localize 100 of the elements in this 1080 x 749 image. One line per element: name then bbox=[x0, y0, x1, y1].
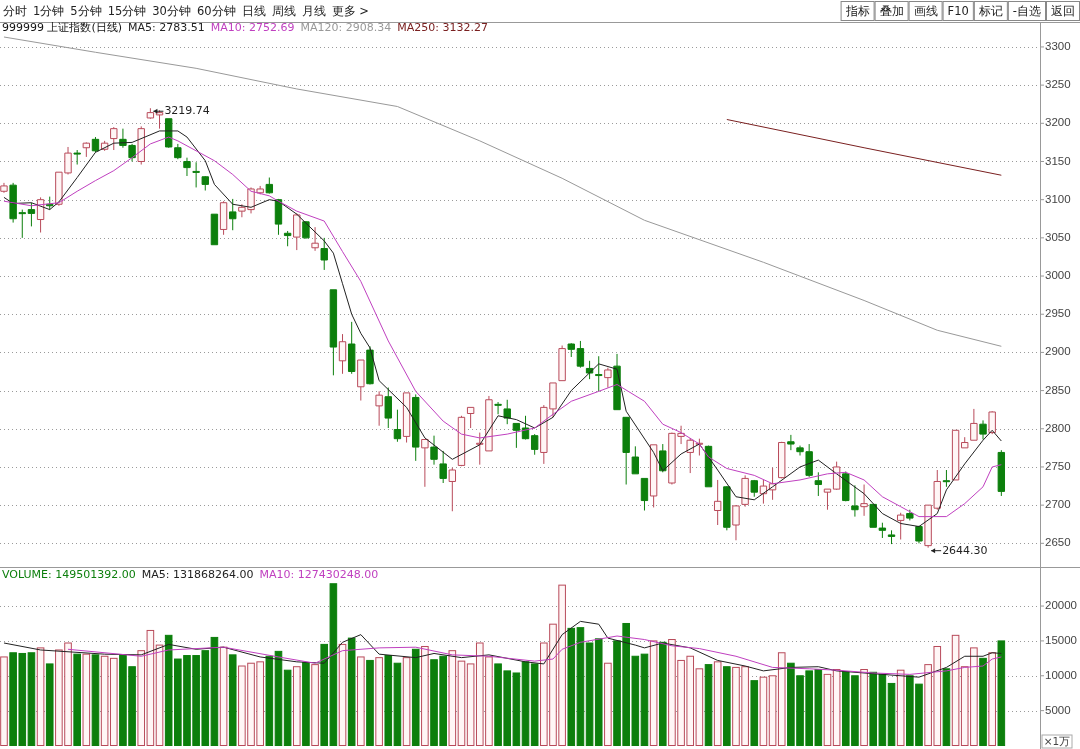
text: MA5: 2783.51 bbox=[128, 21, 205, 34]
candlestick bbox=[640, 477, 649, 511]
candlestick bbox=[229, 198, 237, 231]
bar bbox=[704, 664, 713, 746]
candlestick bbox=[649, 444, 658, 508]
bar bbox=[713, 661, 722, 746]
candlestick bbox=[439, 450, 447, 484]
bar bbox=[521, 661, 530, 746]
candlestick bbox=[183, 157, 191, 177]
bar bbox=[997, 640, 1006, 746]
bar bbox=[357, 656, 365, 746]
text: 分时 bbox=[3, 3, 27, 18]
candlestick bbox=[503, 399, 511, 425]
text: 日线 bbox=[241, 3, 266, 18]
bar bbox=[604, 662, 612, 746]
text: VOLUME: 149501392.00 bbox=[2, 568, 136, 581]
bar bbox=[311, 664, 319, 746]
candlestick bbox=[961, 436, 969, 449]
candlestick bbox=[73, 149, 81, 166]
candlestick bbox=[110, 126, 118, 151]
candlestick bbox=[878, 522, 887, 539]
candlestick bbox=[713, 479, 722, 526]
candlestick bbox=[274, 198, 283, 236]
y-tick-label: 2700 bbox=[1045, 498, 1071, 511]
candlestick bbox=[265, 177, 274, 195]
bar bbox=[265, 655, 274, 746]
bar bbox=[421, 645, 429, 746]
candlestick bbox=[741, 474, 749, 508]
annotation: 2644.30 bbox=[942, 543, 988, 557]
candlestick bbox=[393, 409, 402, 443]
y-tick-label: 2850 bbox=[1045, 383, 1071, 396]
bar bbox=[402, 657, 411, 746]
bar bbox=[823, 673, 832, 746]
text: MA10: 127430248.00 bbox=[259, 568, 379, 581]
text: MA10: 2752.69 bbox=[210, 21, 295, 34]
candlestick bbox=[219, 200, 228, 236]
bar bbox=[832, 669, 841, 746]
candlestick bbox=[210, 213, 219, 246]
candlestick bbox=[430, 435, 438, 466]
bar bbox=[750, 680, 759, 746]
bar bbox=[448, 650, 457, 746]
candlestick bbox=[402, 392, 411, 444]
text: 周线 bbox=[271, 3, 296, 18]
candlestick bbox=[604, 367, 612, 389]
candlestick bbox=[530, 433, 539, 456]
candlestick bbox=[851, 484, 859, 518]
candlestick bbox=[595, 355, 603, 392]
candlestick bbox=[412, 393, 420, 462]
y-tick-label: 3100 bbox=[1045, 192, 1071, 205]
candlestick bbox=[558, 345, 566, 382]
candlestick bbox=[622, 416, 630, 486]
candlestick bbox=[814, 471, 823, 497]
line-series bbox=[3, 620, 1002, 678]
candlestick bbox=[91, 136, 100, 153]
candlestick bbox=[311, 226, 319, 252]
y-tick-label: 3250 bbox=[1045, 78, 1071, 91]
bar bbox=[338, 643, 347, 746]
y-tick-label: 2750 bbox=[1045, 459, 1071, 472]
y-tick-label: 3300 bbox=[1045, 39, 1071, 52]
candlestick bbox=[988, 410, 996, 435]
candlestick bbox=[0, 182, 8, 194]
bar bbox=[302, 662, 310, 746]
candlestick bbox=[915, 525, 923, 544]
bar bbox=[658, 641, 667, 746]
text: MA120: 2908.34 bbox=[300, 21, 392, 34]
bar bbox=[347, 637, 356, 746]
y-tick-label: 15000 bbox=[1045, 633, 1077, 646]
candlestick bbox=[448, 467, 457, 512]
bar bbox=[155, 644, 164, 746]
bar bbox=[82, 653, 91, 746]
bar bbox=[896, 669, 905, 746]
bar bbox=[457, 660, 466, 746]
chart-title: 999999 上证指数(日线) bbox=[2, 21, 123, 34]
candlestick bbox=[320, 237, 328, 271]
bar bbox=[366, 659, 374, 746]
y-axis-title: ×1万 bbox=[1043, 735, 1071, 747]
bar bbox=[228, 654, 237, 746]
candlestick bbox=[906, 509, 914, 521]
text: 返回 bbox=[1051, 3, 1075, 18]
text: 60分钟 bbox=[196, 3, 236, 18]
bar bbox=[292, 666, 301, 746]
candlestick bbox=[979, 419, 987, 440]
candlestick bbox=[338, 333, 347, 375]
y-tick-label: 3000 bbox=[1045, 269, 1071, 282]
candlestick bbox=[137, 125, 145, 166]
bar bbox=[530, 663, 539, 746]
candlestick bbox=[329, 289, 338, 376]
y-tick-label: 5000 bbox=[1045, 703, 1071, 716]
bar bbox=[640, 653, 649, 746]
y-tick-label: 20000 bbox=[1045, 599, 1077, 612]
bar bbox=[988, 652, 996, 746]
annotation: 3219.74 bbox=[164, 104, 210, 118]
bar bbox=[942, 668, 951, 746]
candlestick bbox=[366, 345, 374, 385]
candlestick bbox=[787, 434, 795, 451]
text: 更多 > bbox=[331, 3, 369, 18]
candlestick bbox=[942, 469, 951, 488]
candlestick bbox=[896, 512, 905, 541]
y-tick-label: 10000 bbox=[1045, 668, 1077, 681]
candlestick bbox=[951, 429, 960, 481]
